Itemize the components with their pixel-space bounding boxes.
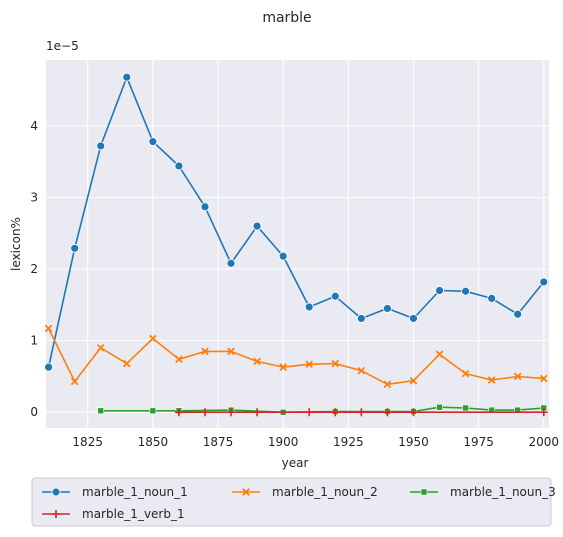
data-point xyxy=(409,314,417,322)
x-tick-label: 1950 xyxy=(398,435,429,449)
y-tick-label: 4 xyxy=(30,119,38,133)
plot-area xyxy=(46,60,549,428)
data-point xyxy=(97,142,105,150)
data-point xyxy=(150,408,156,414)
data-point xyxy=(45,363,53,371)
x-tick-label: 2000 xyxy=(529,435,560,449)
data-point xyxy=(253,222,261,230)
data-point xyxy=(71,244,79,252)
data-point xyxy=(514,310,522,318)
chart-title: marble xyxy=(262,10,311,26)
data-point xyxy=(175,162,183,170)
legend-label: marble_1_verb_1 xyxy=(82,507,185,521)
data-point xyxy=(123,73,131,81)
data-point xyxy=(463,405,469,411)
data-point xyxy=(383,304,391,312)
legend-label: marble_1_noun_3 xyxy=(450,485,556,499)
data-point xyxy=(305,303,313,311)
y-tick-label: 1 xyxy=(30,334,38,348)
legend-label: marble_1_noun_2 xyxy=(272,485,378,499)
x-tick-label: 1975 xyxy=(463,435,494,449)
legend: marble_1_noun_1 marble_1_noun_2 marble_1_n… xyxy=(32,478,556,526)
x-tick-label: 1850 xyxy=(138,435,169,449)
data-point xyxy=(149,138,157,146)
x-tick-label: 1900 xyxy=(268,435,299,449)
data-point xyxy=(436,287,444,295)
data-point xyxy=(201,203,209,211)
x-tick-label: 1925 xyxy=(333,435,364,449)
data-point xyxy=(462,287,470,295)
y-tick-label: 2 xyxy=(30,262,38,276)
data-point xyxy=(227,259,235,267)
x-tick-label: 1825 xyxy=(72,435,103,449)
data-point xyxy=(52,488,60,496)
data-point xyxy=(279,252,287,260)
data-point xyxy=(437,404,443,410)
y-tick-label: 3 xyxy=(30,190,38,204)
y-tick-label: 0 xyxy=(30,405,38,419)
data-point xyxy=(488,294,496,302)
data-point xyxy=(421,489,427,495)
y-offset-label: 1e−5 xyxy=(46,39,79,53)
data-point xyxy=(331,292,339,300)
y-axis-label: lexicon% xyxy=(9,217,23,271)
data-point xyxy=(540,278,548,286)
legend-label: marble_1_noun_1 xyxy=(82,485,188,499)
x-axis-label: year xyxy=(282,456,309,470)
data-point xyxy=(98,408,104,414)
data-point xyxy=(357,314,365,322)
x-tick-label: 1875 xyxy=(203,435,234,449)
